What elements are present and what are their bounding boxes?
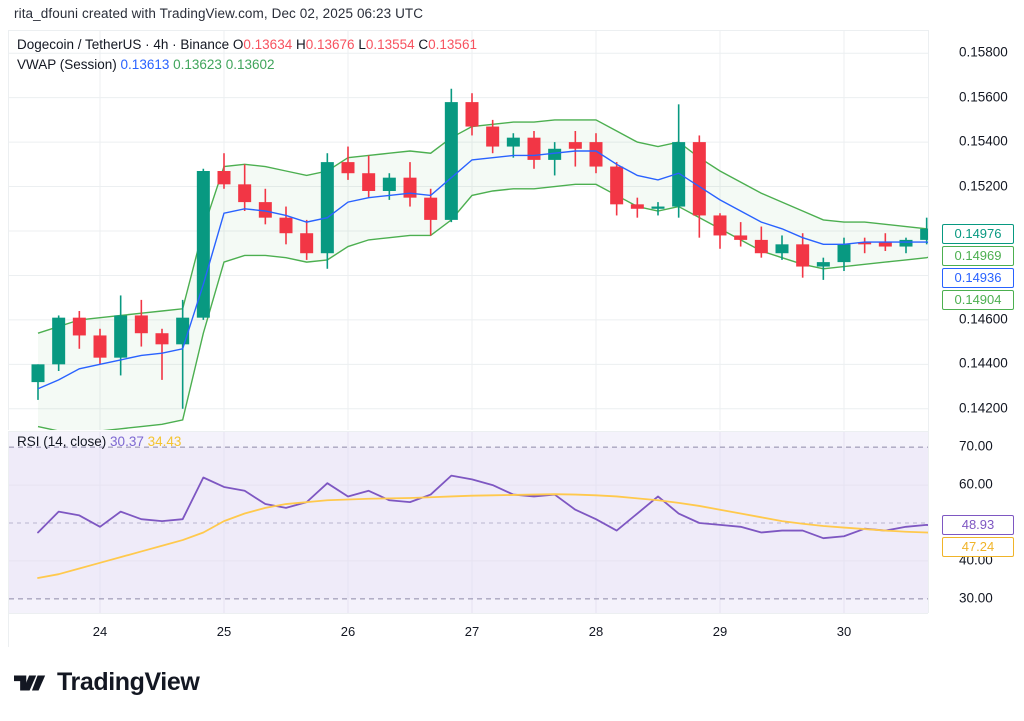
price-tick-label: 0.15200 [959, 178, 1008, 194]
price-tick-label: 0.14200 [959, 400, 1008, 416]
price-chart-pane[interactable]: Dogecoin / TetherUS · 4h · Binance O0.13… [8, 30, 928, 430]
price-tick-label: 0.14400 [959, 355, 1008, 371]
time-axis[interactable]: 24 25 26 27 28 29 30 [8, 613, 928, 647]
rsi-tick-label: 70.00 [959, 438, 993, 454]
rsi-tag-1[interactable]: 48.93 [942, 515, 1014, 536]
rsi-svg [9, 432, 928, 613]
vwap-indicator-name: VWAP (Session) [17, 57, 117, 72]
high-key: H [295, 37, 306, 52]
price-tag-1[interactable]: 0.14976 [942, 224, 1014, 245]
low-key: L [358, 37, 366, 52]
price-tick-label: 0.15400 [959, 133, 1008, 149]
price-tick-label: 0.15800 [959, 44, 1008, 60]
time-tick-label: 30 [836, 624, 852, 639]
close-value: 0.13561 [428, 37, 477, 52]
tradingview-logo-icon [14, 674, 46, 691]
time-tick-label: 28 [588, 624, 604, 639]
price-legend: Dogecoin / TetherUS · 4h · Binance O0.13… [17, 35, 477, 75]
rsi-legend: RSI (14, close) 30.37 34.43 [17, 434, 181, 449]
footer-branding: TradingView [14, 668, 200, 697]
symbol-title: Dogecoin / TetherUS · 4h · Binance [17, 37, 230, 52]
low-value: 0.13554 [365, 37, 415, 52]
price-tag-4[interactable]: 0.14904 [942, 290, 1014, 311]
tradingview-wordmark: TradingView [57, 668, 200, 696]
chart-frame: Dogecoin / TetherUS · 4h · Binance O0.13… [8, 30, 1016, 655]
rsi-value: 30.37 [110, 434, 144, 449]
rsi-ma-value: 34.43 [147, 434, 182, 449]
rsi-tick-label: 60.00 [959, 476, 993, 492]
price-tag-2[interactable]: 0.14969 [942, 246, 1014, 267]
vwap-value-2: 0.13623 [173, 57, 222, 72]
time-tick-label: 25 [216, 624, 232, 639]
open-value: 0.13634 [243, 37, 293, 52]
vwap-legend-row: VWAP (Session) 0.13613 0.13623 0.13602 [17, 55, 477, 75]
candlestick-svg [9, 31, 928, 430]
vwap-value-1: 0.13613 [120, 57, 170, 72]
vwap-value-3: 0.13602 [225, 57, 275, 72]
price-tick-label: 0.14600 [959, 311, 1008, 327]
price-tag-3[interactable]: 0.14936 [942, 268, 1014, 289]
time-tick-label: 27 [464, 624, 480, 639]
rsi-tag-2[interactable]: 47.24 [942, 537, 1014, 558]
price-tick-label: 0.15600 [959, 89, 1008, 105]
rsi-chart-pane[interactable]: RSI (14, close) 30.37 34.43 [8, 431, 928, 613]
time-tick-label: 26 [340, 624, 356, 639]
rsi-tick-label: 30.00 [959, 590, 993, 606]
open-key: O [232, 37, 244, 52]
attribution-text: rita_dfouni created with TradingView.com… [14, 6, 424, 21]
symbol-row: Dogecoin / TetherUS · 4h · Binance O0.13… [17, 35, 477, 55]
high-value: 0.13676 [305, 37, 355, 52]
time-tick-label: 29 [712, 624, 728, 639]
close-key: C [418, 37, 429, 52]
rsi-indicator-name: RSI (14, close) [17, 434, 107, 449]
time-tick-label: 24 [92, 624, 108, 639]
price-axis[interactable]: 0.15800 0.15600 0.15400 0.15200 0.14600 0.144… [928, 30, 1016, 613]
